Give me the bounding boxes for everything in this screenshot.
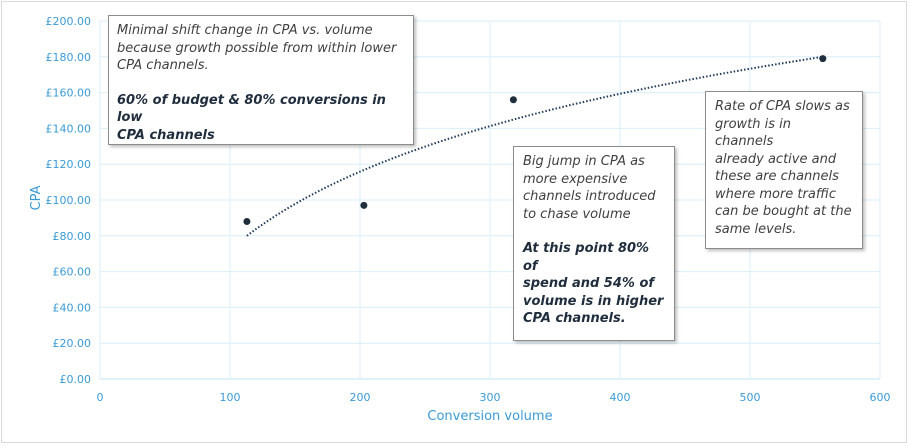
annotation-big-jump: Big jump in CPA as more expensive channe… [513,146,675,341]
annotation-bold-line: CPA channels. [523,311,626,326]
y-tick-label: £60.00 [53,266,92,279]
annotation-low-cpa: Minimal shift change in CPA vs. volume b… [108,15,414,145]
annotation-line: growth is in channels [715,116,792,150]
y-tick-label: £140.00 [46,122,92,135]
x-tick-label: 500 [740,391,761,404]
annotation-line: these are channels [715,169,839,184]
x-tick-label: 200 [350,391,371,404]
y-tick-label: £180.00 [46,51,92,64]
x-tick-label: 300 [480,391,501,404]
y-tick-label: £40.00 [53,301,92,314]
annotation-line: Minimal shift change in CPA vs. volume [117,23,373,38]
x-axis-title: Conversion volume [427,409,552,424]
annotation-line: channels introduced [523,189,656,204]
x-tick-label: 100 [220,391,241,404]
annotation-line: because growth possible from within lowe… [117,40,397,56]
annotation-line: Big jump in CPA as [523,154,645,169]
y-tick-label: £100.00 [46,194,92,207]
y-tick-label: £0.00 [60,373,92,386]
data-point [819,55,827,63]
annotation-line: can be bought at the [715,204,852,219]
annotation-bold-line: spend and 54% of [523,276,655,291]
annotation-bold-line: volume is in higher [523,293,664,309]
annotation-line: where more traffic [715,186,836,202]
data-point [360,201,368,209]
annotation-bold-line: CPA channels [117,127,215,143]
y-tick-label: £160.00 [46,87,92,100]
y-tick-label: £200.00 [46,15,92,28]
annotation-rate-slows: Rate of CPA slows as growth is in channe… [705,91,863,249]
annotation-line: to chase volume [523,206,631,222]
x-tick-label: 400 [610,391,631,404]
annotation-line: Rate of CPA slows as [715,99,850,114]
data-point [509,96,517,104]
annotation-line: more expensive [523,171,628,187]
y-tick-label: £80.00 [53,230,92,243]
annotation-bold-line: 60% of budget & 80% conversions in low [117,92,386,126]
annotation-line: CPA channels. [117,58,209,73]
x-tick-label: 600 [870,391,891,404]
y-axis-title: CPA [29,185,44,210]
x-tick-label: 0 [97,391,104,404]
data-point [243,217,251,225]
annotation-line: same levels. [715,221,797,237]
trendline [246,55,823,237]
annotation-bold-line: At this point 80% of [523,241,650,274]
y-tick-label: £20.00 [53,337,92,350]
y-tick-label: £120.00 [46,158,92,171]
annotation-line: already active and [715,151,837,167]
